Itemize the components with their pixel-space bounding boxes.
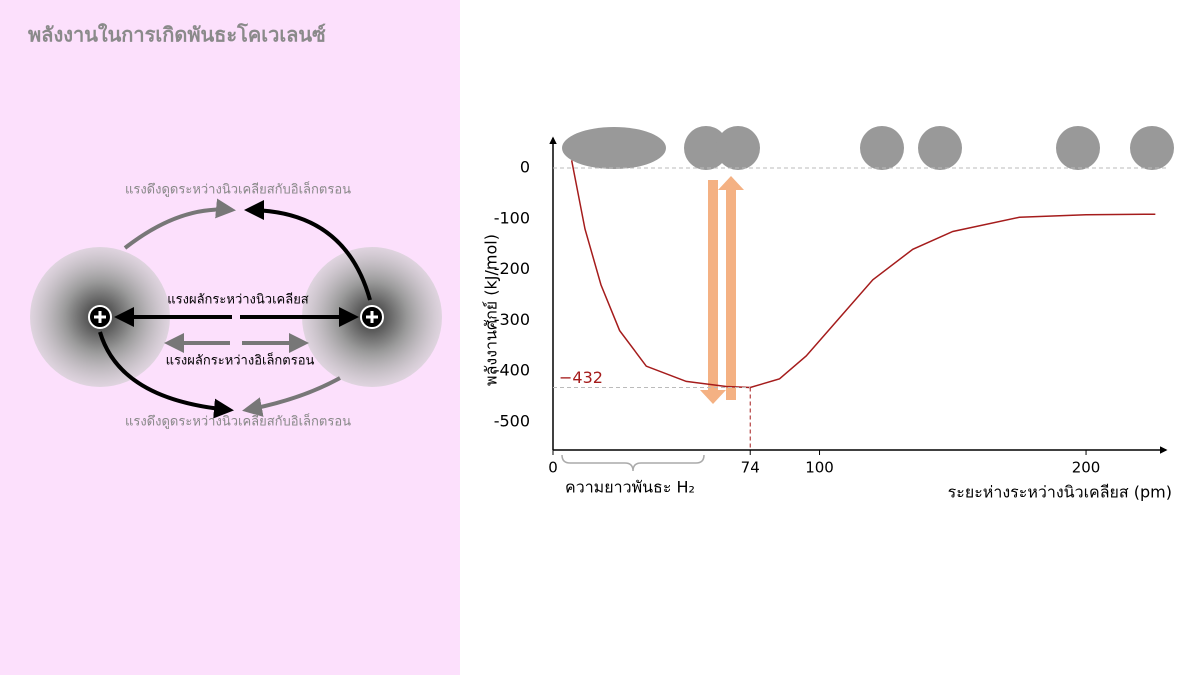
x-tick-label: 74: [741, 459, 760, 477]
data-line: [570, 160, 1156, 389]
x-axis-title: ระยะห่างระหว่างนิวเคลียส (pm): [948, 483, 1172, 502]
nucleus: [360, 305, 384, 329]
arrow: [244, 200, 372, 301]
min-label: −432: [559, 368, 603, 387]
orange-arrows: [700, 176, 744, 404]
y-tick-label: -200: [494, 259, 530, 278]
x-tick-label: 0: [548, 459, 558, 477]
slide-title: พลังงานในการเกิดพันธะโคเวเลนซ์: [28, 23, 326, 47]
diagram: แรงดึงดูดระหว่างนิวเคลียสกับอิเล็กตรอน แ…: [30, 180, 442, 430]
x-tick-label: 200: [1072, 459, 1101, 477]
y-axis-title: พลังงานศักย์ (kJ/mol): [482, 234, 501, 386]
y-tick-label: -500: [494, 412, 530, 431]
force-label: แรงผลักระหว่างอิเล็กตรอน: [166, 351, 315, 369]
force-label: แรงผลักระหว่างนิวเคลียส: [167, 292, 309, 308]
y-tick-label: -100: [494, 208, 530, 227]
atom-icons: [562, 126, 1174, 170]
y-tick-label: -300: [494, 310, 530, 329]
arrow: [123, 198, 236, 250]
right-panel: [460, 0, 1200, 675]
nucleus: [88, 305, 112, 329]
arrow: [98, 331, 234, 419]
y-tick-label: 0: [520, 157, 530, 176]
x-tick-label: 100: [805, 459, 834, 477]
brace: [561, 454, 705, 472]
force-label: แรงดึงดูดระหว่างนิวเคลียสกับอิเล็กตรอน: [125, 180, 351, 198]
bond-length-label: ความยาวพันธะ H₂: [565, 478, 695, 497]
y-tick-label: -400: [494, 361, 530, 380]
force-label: แรงดึงดูดระหว่างนิวเคลียสกับอิเล็กตรอน: [125, 412, 351, 430]
arrow: [242, 376, 341, 417]
